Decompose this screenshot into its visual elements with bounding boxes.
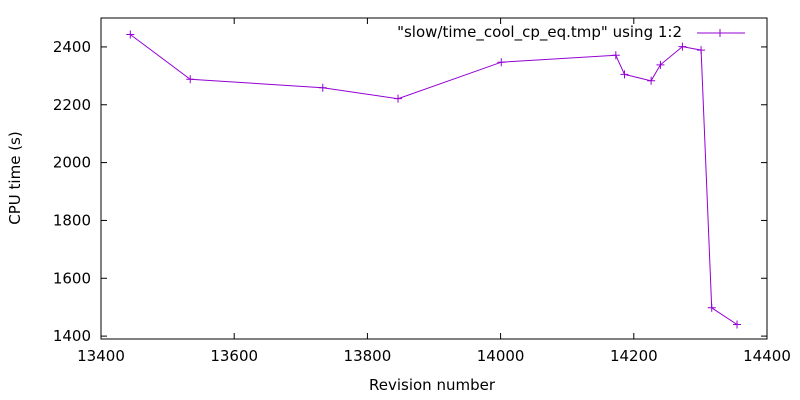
x-tick-label: 14000 <box>477 347 525 365</box>
legend-label: "slow/time_cool_cp_eq.tmp" using 1:2 <box>397 23 682 42</box>
legend: "slow/time_cool_cp_eq.tmp" using 1:2 <box>397 23 745 42</box>
x-tick-label: 13600 <box>210 347 258 365</box>
data-point <box>620 70 629 79</box>
data-point <box>186 75 195 84</box>
x-tick-label: 13400 <box>77 347 125 365</box>
series-line <box>130 34 738 325</box>
x-tick-label: 14200 <box>610 347 658 365</box>
y-axis-label: CPU time (s) <box>6 131 24 224</box>
data-point <box>318 83 327 92</box>
plot-frame <box>100 17 768 340</box>
data-point <box>697 46 706 55</box>
x-tick-label: 14400 <box>743 347 791 365</box>
y-tick-label: 1400 <box>53 327 91 345</box>
x-tick-label: 13800 <box>344 347 392 365</box>
x-axis-ticks: 13400 13600 13800 14000 14200 14400 <box>77 18 791 365</box>
y-tick-label: 2000 <box>53 154 91 172</box>
series-layer <box>126 30 742 329</box>
data-point <box>733 320 742 329</box>
data-point <box>126 30 135 39</box>
y-tick-label: 2400 <box>53 38 91 56</box>
y-tick-label: 1600 <box>53 269 91 287</box>
data-point <box>611 51 620 60</box>
y-axis-ticks: 1400 1600 1800 2000 2200 2400 <box>53 38 767 345</box>
y-tick-label: 1800 <box>53 211 91 229</box>
data-point <box>394 94 403 103</box>
y-tick-label: 2200 <box>53 96 91 114</box>
data-point <box>647 76 656 85</box>
data-point <box>707 303 716 312</box>
data-point <box>656 60 665 69</box>
legend-point-marker <box>716 29 724 37</box>
data-point <box>678 42 687 51</box>
x-axis-label: Revision number <box>369 376 496 394</box>
data-point <box>497 58 506 67</box>
